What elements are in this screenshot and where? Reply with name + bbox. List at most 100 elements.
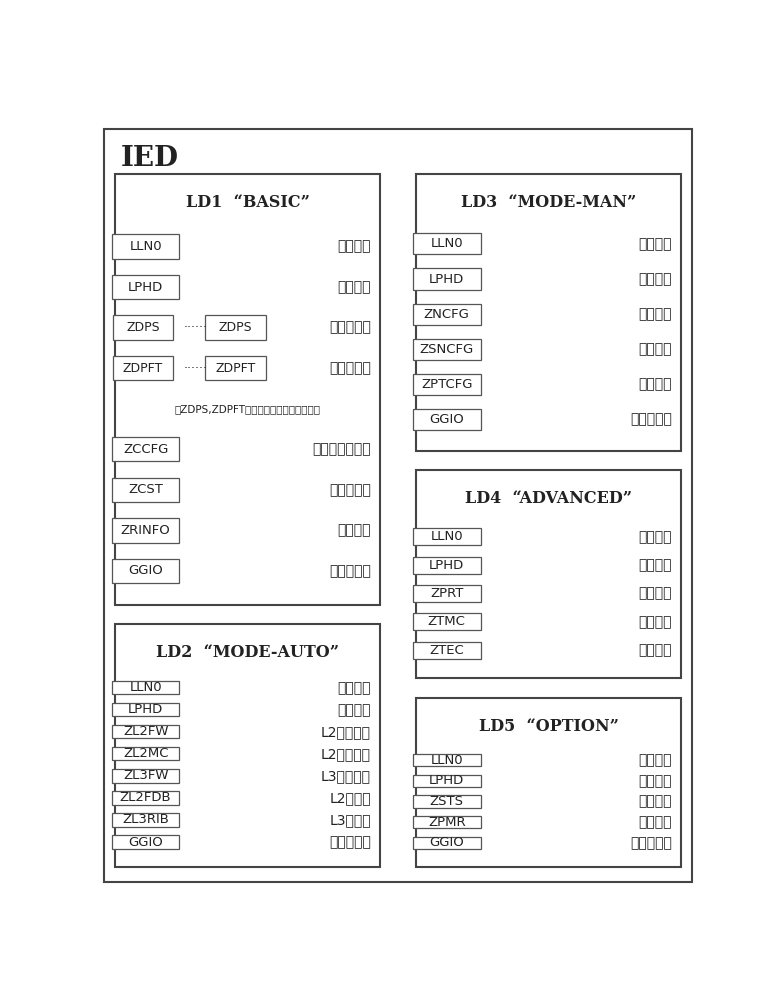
Text: ZL2FDB: ZL2FDB bbox=[120, 791, 172, 804]
FancyBboxPatch shape bbox=[112, 747, 179, 760]
Text: ZCST: ZCST bbox=[128, 483, 163, 496]
Text: LPHD: LPHD bbox=[429, 559, 465, 572]
Text: IED: IED bbox=[121, 145, 179, 172]
Text: 端口镜像: 端口镜像 bbox=[639, 815, 672, 829]
Text: 端口配置: 端口配置 bbox=[639, 377, 672, 391]
FancyBboxPatch shape bbox=[413, 613, 480, 630]
Text: LLN0: LLN0 bbox=[430, 237, 463, 250]
FancyBboxPatch shape bbox=[413, 795, 480, 808]
FancyBboxPatch shape bbox=[413, 816, 480, 828]
FancyBboxPatch shape bbox=[205, 356, 267, 380]
Text: 子网配置: 子网配置 bbox=[639, 342, 672, 356]
FancyBboxPatch shape bbox=[413, 528, 480, 545]
Text: L2转发表: L2转发表 bbox=[329, 791, 371, 805]
FancyBboxPatch shape bbox=[413, 409, 480, 430]
FancyBboxPatch shape bbox=[115, 624, 380, 867]
Text: LD1  “BASIC”: LD1 “BASIC” bbox=[186, 194, 309, 211]
Text: LPHD: LPHD bbox=[429, 273, 465, 286]
Text: 基本参数: 基本参数 bbox=[338, 240, 371, 254]
Text: GGIO: GGIO bbox=[128, 836, 163, 849]
Text: ZPMR: ZPMR bbox=[428, 816, 465, 829]
Text: 物理节点: 物理节点 bbox=[639, 558, 672, 572]
FancyBboxPatch shape bbox=[205, 315, 267, 340]
Text: ZCCFG: ZCCFG bbox=[123, 443, 169, 456]
Text: 基本参数: 基本参数 bbox=[639, 530, 672, 544]
Text: ZSNCFG: ZSNCFG bbox=[420, 343, 474, 356]
Text: ZL2MC: ZL2MC bbox=[123, 747, 169, 760]
Text: LD2  “MODE-AUTO”: LD2 “MODE-AUTO” bbox=[156, 644, 340, 661]
Text: 交换机流表: 交换机流表 bbox=[329, 361, 371, 375]
FancyBboxPatch shape bbox=[413, 775, 480, 787]
FancyBboxPatch shape bbox=[112, 791, 179, 805]
Text: 控制器状态: 控制器状态 bbox=[329, 483, 371, 497]
FancyBboxPatch shape bbox=[413, 233, 480, 254]
Text: 基本参数: 基本参数 bbox=[639, 237, 672, 251]
Text: ZDPFT: ZDPFT bbox=[216, 362, 256, 375]
FancyBboxPatch shape bbox=[413, 339, 480, 360]
Text: GGIO: GGIO bbox=[430, 413, 464, 426]
Text: ZDPFT: ZDPFT bbox=[123, 362, 163, 375]
Text: 物理节点: 物理节点 bbox=[338, 703, 371, 717]
Text: 基本参数: 基本参数 bbox=[639, 753, 672, 767]
FancyBboxPatch shape bbox=[413, 557, 480, 574]
FancyBboxPatch shape bbox=[112, 703, 179, 716]
FancyBboxPatch shape bbox=[112, 681, 179, 694]
FancyBboxPatch shape bbox=[112, 478, 179, 502]
FancyBboxPatch shape bbox=[112, 275, 179, 299]
Text: 路径信息: 路径信息 bbox=[338, 523, 371, 537]
Text: L3路由表: L3路由表 bbox=[329, 813, 371, 827]
FancyBboxPatch shape bbox=[113, 356, 173, 380]
FancyBboxPatch shape bbox=[416, 698, 681, 867]
Text: 风暴抑制: 风暴抑制 bbox=[639, 794, 672, 808]
FancyBboxPatch shape bbox=[115, 174, 380, 605]
Text: ······: ······ bbox=[184, 321, 208, 334]
Text: （ZDPS,ZDPFT等于转发平面交换机数量）: （ZDPS,ZDPFT等于转发平面交换机数量） bbox=[175, 404, 321, 414]
Text: ZPTCFG: ZPTCFG bbox=[421, 378, 472, 391]
FancyBboxPatch shape bbox=[413, 837, 480, 849]
Text: 保护倒换: 保护倒换 bbox=[639, 587, 672, 601]
FancyBboxPatch shape bbox=[413, 304, 480, 325]
Text: LLN0: LLN0 bbox=[129, 681, 162, 694]
FancyBboxPatch shape bbox=[112, 234, 179, 259]
Text: 物理节点: 物理节点 bbox=[639, 272, 672, 286]
FancyBboxPatch shape bbox=[113, 315, 173, 340]
Text: LPHD: LPHD bbox=[429, 774, 465, 787]
Text: 物理节点: 物理节点 bbox=[338, 280, 371, 294]
FancyBboxPatch shape bbox=[112, 518, 179, 543]
Text: ZSTS: ZSTS bbox=[430, 795, 464, 808]
Text: LD3  “MODE-MAN”: LD3 “MODE-MAN” bbox=[461, 194, 636, 211]
Text: ZTMC: ZTMC bbox=[428, 615, 465, 628]
Text: 物理节点: 物理节点 bbox=[639, 774, 672, 788]
FancyBboxPatch shape bbox=[112, 769, 179, 783]
Text: 网络配置: 网络配置 bbox=[639, 307, 672, 321]
FancyBboxPatch shape bbox=[112, 559, 179, 583]
Text: 通信及告警: 通信及告警 bbox=[630, 836, 672, 850]
Text: LPHD: LPHD bbox=[128, 281, 163, 294]
Text: L3路由控制: L3路由控制 bbox=[321, 769, 371, 783]
Text: GGIO: GGIO bbox=[128, 564, 163, 577]
Text: 通信及告警: 通信及告警 bbox=[329, 835, 371, 849]
Text: LD5  “OPTION”: LD5 “OPTION” bbox=[479, 718, 618, 735]
FancyBboxPatch shape bbox=[413, 585, 480, 602]
Text: 基本参数: 基本参数 bbox=[338, 681, 371, 695]
Text: LPHD: LPHD bbox=[128, 703, 163, 716]
Text: ZL3RIB: ZL3RIB bbox=[122, 813, 169, 826]
FancyBboxPatch shape bbox=[112, 813, 179, 827]
Text: ZPRT: ZPRT bbox=[430, 587, 463, 600]
Text: ZDPS: ZDPS bbox=[219, 321, 253, 334]
Text: ZRINFO: ZRINFO bbox=[120, 524, 170, 537]
Text: 控制器参数设置: 控制器参数设置 bbox=[312, 442, 371, 456]
FancyBboxPatch shape bbox=[413, 374, 480, 395]
Text: 流量工程: 流量工程 bbox=[639, 643, 672, 657]
Text: ······: ······ bbox=[184, 362, 208, 375]
FancyBboxPatch shape bbox=[112, 835, 179, 849]
Text: GGIO: GGIO bbox=[430, 836, 464, 849]
Text: ZTEC: ZTEC bbox=[430, 644, 464, 657]
FancyBboxPatch shape bbox=[112, 725, 179, 738]
Text: ZDPS: ZDPS bbox=[126, 321, 160, 334]
FancyBboxPatch shape bbox=[112, 437, 179, 461]
Text: LLN0: LLN0 bbox=[430, 754, 463, 767]
Text: L2组播控制: L2组播控制 bbox=[321, 747, 371, 761]
FancyBboxPatch shape bbox=[416, 470, 681, 678]
FancyBboxPatch shape bbox=[413, 642, 480, 659]
